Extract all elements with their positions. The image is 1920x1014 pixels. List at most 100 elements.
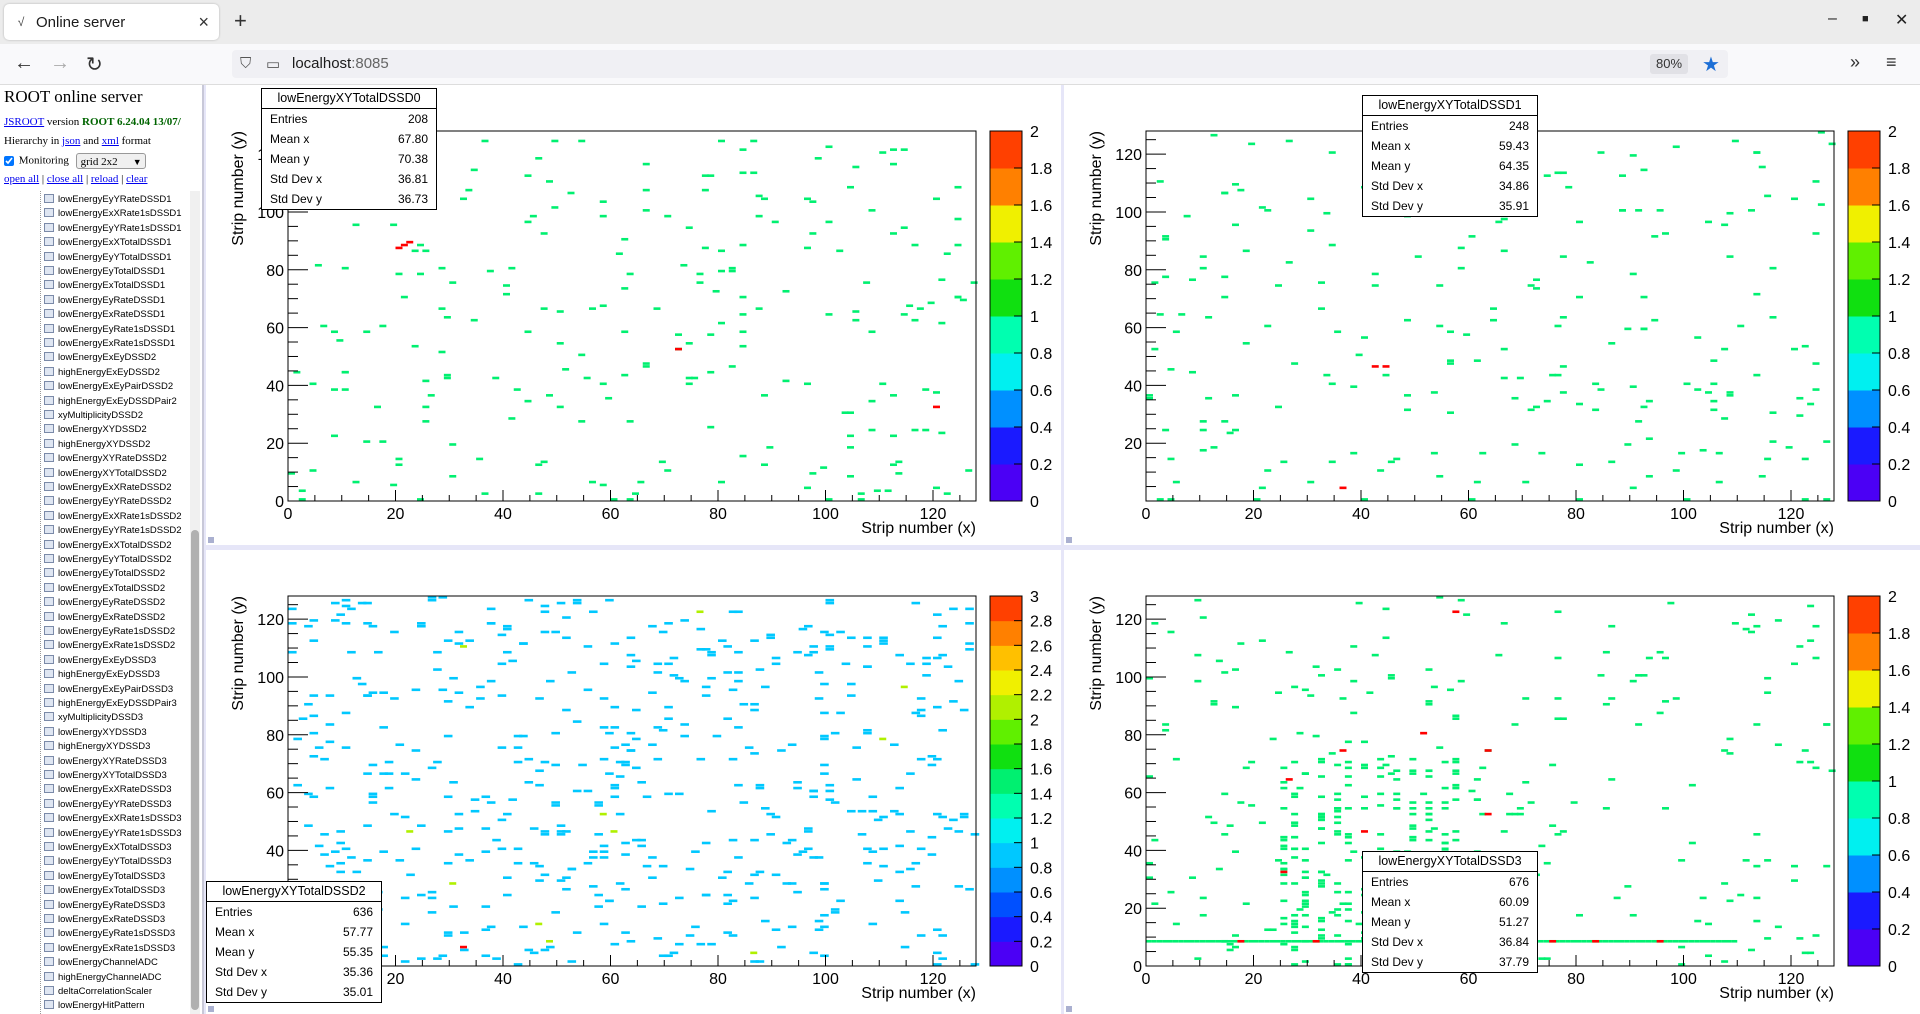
heatmap-cell (1361, 807, 1368, 810)
tree-item[interactable]: lowEnergyExEyDSSD2 (44, 351, 156, 365)
heatmap-cell (411, 688, 421, 692)
back-arrow-icon[interactable]: ← (14, 52, 34, 74)
tree-item[interactable]: lowEnergyExRate1sDSSD1 (44, 337, 175, 351)
tree-item[interactable]: lowEnergyXYRateDSSD2 (44, 452, 167, 466)
tree-item[interactable]: deltaCorrelationScaler (44, 985, 152, 999)
tree-item[interactable]: lowEnergyXYTotalDSSD3 (44, 769, 167, 783)
tree-item[interactable]: highEnergyChannelADC (44, 971, 162, 985)
hamburger-menu-icon[interactable]: ≡ (1886, 52, 1897, 72)
tree-item[interactable]: highEnergyExEyDSSDPair2 (44, 395, 177, 409)
stats-box[interactable]: lowEnergyXYTotalDSSD2 Entries 636 Mean x 57.… (206, 881, 382, 1003)
tree-item[interactable]: xyMultiplicityDSSD2 (44, 409, 143, 423)
jsroot-link[interactable]: JSROOT (4, 116, 45, 128)
url-text[interactable]: localhost:8085 (292, 55, 389, 72)
tree-item[interactable]: lowEnergyEyRateDSSD2 (44, 596, 165, 610)
tree-item[interactable]: lowEnergyExTotalDSSD1 (44, 279, 165, 293)
tree-item[interactable]: lowEnergyEyYTotalDSSD2 (44, 553, 172, 567)
tree-item[interactable]: lowEnergyExTotalDSSD3 (44, 884, 165, 898)
tree-item[interactable]: lowEnergyExXRateDSSD2 (44, 481, 172, 495)
tree-item[interactable]: highEnergyXYDSSD2 (44, 438, 150, 452)
tree-item[interactable]: lowEnergyEyYRateDSSD1 (44, 193, 172, 207)
tree-item[interactable]: lowEnergyExEyPairDSSD3 (44, 683, 173, 697)
close-all-link[interactable]: close all (46, 173, 84, 185)
tree-item[interactable]: lowEnergyExXRate1sDSSD2 (44, 510, 182, 524)
tree-item[interactable]: lowEnergyExXTotalDSSD3 (44, 841, 172, 855)
tree-item[interactable]: lowEnergyExXRate1sDSSD1 (44, 207, 182, 221)
close-tab-icon[interactable]: × (198, 12, 209, 32)
tree-item[interactable]: lowEnergyEyYRate1sDSSD2 (44, 524, 182, 538)
tree-item[interactable]: xyMultiplicityDSSD3 (44, 711, 143, 725)
pad-resize-handle[interactable] (208, 1006, 214, 1012)
tree-item[interactable]: lowEnergyEyTotalDSSD1 (44, 265, 165, 279)
tree-item[interactable]: lowEnergyExXRate1sDSSD3 (44, 812, 182, 826)
sidebar-divider[interactable] (202, 85, 204, 1014)
tree-item[interactable]: lowEnergyEyTotalDSSD2 (44, 567, 165, 581)
clear-link[interactable]: clear (126, 173, 148, 185)
tree-item[interactable]: lowEnergyEyYRate1sDSSD1 (44, 222, 182, 236)
monitoring-checkbox[interactable] (4, 156, 14, 166)
stats-box[interactable]: lowEnergyXYTotalDSSD1 Entries 248 Mean x 59.… (1362, 95, 1538, 217)
pad-resize-handle[interactable] (1066, 537, 1072, 543)
tree-item[interactable]: lowEnergyExTotalDSSD2 (44, 582, 165, 596)
y-tick-label: 80 (266, 263, 284, 280)
tree-item[interactable]: lowEnergyEyRateDSSD3 (44, 899, 165, 913)
tree-item[interactable]: lowEnergyEyRate1sDSSD1 (44, 323, 175, 337)
shield-icon[interactable]: ⛉ (240, 55, 252, 72)
tree-item[interactable]: lowEnergyXYRateDSSD3 (44, 755, 167, 769)
minimize-icon[interactable]: – (1828, 10, 1837, 27)
heatmap-cell (562, 708, 571, 712)
stats-box[interactable]: lowEnergyXYTotalDSSD0 Entries 208 Mean x 67.… (261, 88, 437, 210)
json-link[interactable]: json (62, 135, 81, 147)
tree-item[interactable]: lowEnergyXYDSSD2 (44, 423, 147, 437)
tree-item[interactable]: highEnergyExEyDSSD2 (44, 366, 160, 380)
tree-item[interactable]: lowEnergyEyRate1sDSSD3 (44, 927, 175, 941)
browser-tab[interactable]: √ Online server × (4, 4, 219, 40)
tree-item[interactable]: lowEnergyExXTotalDSSD2 (44, 539, 172, 553)
tree-item[interactable]: lowEnergyExEyDSSD3 (44, 654, 156, 668)
xml-link[interactable]: xml (101, 135, 119, 147)
color-bar-band (1848, 242, 1880, 280)
tree-item[interactable]: lowEnergyExRate1sDSSD3 (44, 942, 175, 956)
tree-item[interactable]: highEnergyExEyDSSDPair3 (44, 697, 177, 711)
tree-item[interactable]: lowEnergyExRateDSSD2 (44, 611, 165, 625)
tree-item[interactable]: lowEnergyXYTotalDSSD2 (44, 467, 167, 481)
new-tab-icon[interactable]: + (234, 8, 247, 33)
reload-icon[interactable]: ↻ (86, 54, 103, 76)
tree-item[interactable]: lowEnergyEyRateDSSD1 (44, 294, 165, 308)
layout-select[interactable]: grid 2x2 ▼ (75, 153, 146, 169)
open-all-link[interactable]: open all (4, 173, 40, 185)
tree-item[interactable]: lowEnergyEyYRateDSSD2 (44, 495, 172, 509)
tree-item[interactable]: highEnergyExEyDSSD3 (44, 668, 160, 682)
stats-box[interactable]: lowEnergyXYTotalDSSD3 Entries 676 Mean x 60.… (1362, 851, 1538, 973)
page-icon[interactable]: ▭ (266, 56, 281, 73)
tree-item[interactable]: lowEnergyExRate1sDSSD2 (44, 639, 175, 653)
tree-item[interactable]: lowEnergyEyYRateDSSD3 (44, 798, 172, 812)
tree-item[interactable]: lowEnergyChannelADC (44, 956, 158, 970)
zoom-level-badge[interactable]: 80% (1650, 54, 1689, 74)
tree-item[interactable]: lowEnergyEyYTotalDSSD3 (44, 855, 172, 869)
sidebar-scrollbar-thumb[interactable] (191, 530, 199, 1010)
maximize-icon[interactable]: ■ (1862, 13, 1869, 25)
heatmap-cell (739, 295, 747, 299)
tree-item[interactable]: lowEnergyHitPattern (44, 999, 145, 1013)
pad-resize-handle[interactable] (1066, 1006, 1072, 1012)
tree-item[interactable]: lowEnergyExXRateDSSD3 (44, 783, 172, 797)
tree-item[interactable]: lowEnergyExRateDSSD3 (44, 913, 165, 927)
bookmark-star-icon[interactable]: ★ (1702, 54, 1720, 76)
pad-resize-handle[interactable] (208, 537, 214, 543)
url-bar[interactable]: ⛉ ▭ localhost:8085 80% ★ (232, 50, 1728, 78)
forward-arrow-icon[interactable]: → (50, 52, 70, 74)
heatmap-cell (863, 861, 872, 865)
tree-item[interactable]: lowEnergyExRateDSSD1 (44, 308, 165, 322)
tree-item[interactable]: lowEnergyXYDSSD3 (44, 726, 147, 740)
tree-item[interactable]: lowEnergyExEyPairDSSD2 (44, 380, 173, 394)
tree-item[interactable]: lowEnergyExXTotalDSSD1 (44, 236, 172, 250)
tree-item[interactable]: lowEnergyEyYRate1sDSSD3 (44, 827, 182, 841)
reload-link[interactable]: reload (90, 173, 119, 185)
tree-item[interactable]: lowEnergyEyYTotalDSSD1 (44, 251, 172, 265)
window-close-icon[interactable]: ✕ (1895, 12, 1909, 29)
overflow-chevrons-icon[interactable]: » (1850, 52, 1861, 72)
tree-item[interactable]: lowEnergyEyRate1sDSSD2 (44, 625, 175, 639)
tree-item[interactable]: highEnergyXYDSSD3 (44, 740, 150, 754)
tree-item[interactable]: lowEnergyEyTotalDSSD3 (44, 870, 165, 884)
